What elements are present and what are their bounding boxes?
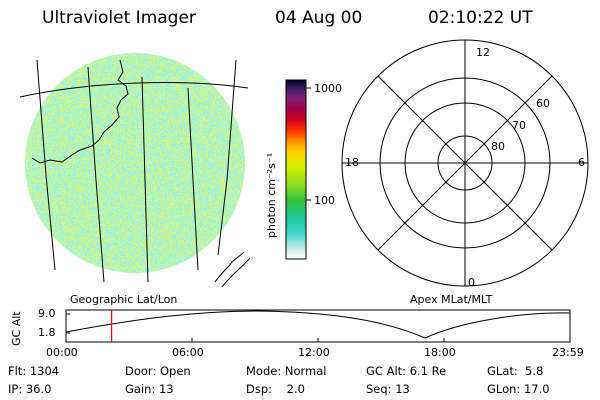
time-tick-label: 06:00 bbox=[172, 346, 204, 359]
meridian-line bbox=[141, 76, 149, 283]
info-gc-alt: GC Alt: 6.1 Re bbox=[366, 364, 447, 378]
time-tick-label: 12:00 bbox=[298, 346, 330, 359]
instrument-title: Ultraviolet Imager bbox=[42, 8, 196, 28]
mlat-label-80: 80 bbox=[491, 140, 505, 153]
colorbar-unit-label: photon cm⁻²s⁻¹ bbox=[265, 152, 278, 238]
date-label: 04 Aug 00 bbox=[275, 8, 363, 28]
altitude-tick-label: 1.8 bbox=[38, 326, 56, 339]
mlt-label-6: 6 bbox=[578, 156, 585, 169]
coastline bbox=[221, 257, 251, 288]
uv-image-disk bbox=[25, 53, 245, 273]
mlat-label-70: 70 bbox=[512, 119, 526, 132]
info-glat: GLat: 5.8 bbox=[487, 364, 544, 378]
info-flight: Flt: 1304 bbox=[8, 364, 60, 378]
altitude-axis-label: GC Alt bbox=[10, 311, 23, 346]
altitude-plot bbox=[65, 309, 571, 343]
meridian-line bbox=[36, 59, 56, 271]
info-ip: IP: 36.0 bbox=[8, 382, 52, 396]
time-tick-label: 18:00 bbox=[424, 346, 456, 359]
coastline bbox=[31, 59, 129, 164]
colorbar bbox=[285, 79, 311, 260]
meridian-line bbox=[217, 59, 237, 256]
mlat-label-60: 60 bbox=[536, 97, 550, 110]
info-seq: Seq: 13 bbox=[366, 382, 410, 396]
time-label: 02:10:22 UT bbox=[428, 8, 533, 28]
coastline bbox=[214, 251, 245, 283]
geographic-grid-label: Geographic Lat/Lon bbox=[70, 293, 178, 306]
parallel-line bbox=[19, 81, 249, 98]
colorbar-tick-label: 100 bbox=[314, 194, 335, 207]
meridian-line bbox=[87, 66, 105, 283]
polar-grid bbox=[341, 39, 589, 287]
time-tick-label: 23:59 bbox=[552, 346, 584, 359]
info-gain: Gain: 13 bbox=[125, 382, 174, 396]
info-glon: GLon: 17.0 bbox=[487, 382, 550, 396]
apex-grid-label: Apex MLat/MLT bbox=[410, 293, 493, 306]
mlt-label-0: 0 bbox=[468, 276, 475, 289]
meridian-line bbox=[187, 87, 199, 271]
geographic-grid bbox=[19, 59, 251, 288]
mlt-label-12: 12 bbox=[476, 46, 490, 59]
info-dsp: Dsp: 2.0 bbox=[246, 382, 305, 396]
altitude-curve bbox=[65, 310, 571, 339]
time-tick-label: 00:00 bbox=[46, 346, 78, 359]
colorbar-tick-label: 1000 bbox=[314, 82, 342, 95]
info-mode: Mode: Normal bbox=[246, 364, 327, 378]
altitude-tick-label: 9.0 bbox=[38, 307, 56, 320]
info-door: Door: Open bbox=[125, 364, 191, 378]
mlt-label-18: 18 bbox=[345, 156, 359, 169]
